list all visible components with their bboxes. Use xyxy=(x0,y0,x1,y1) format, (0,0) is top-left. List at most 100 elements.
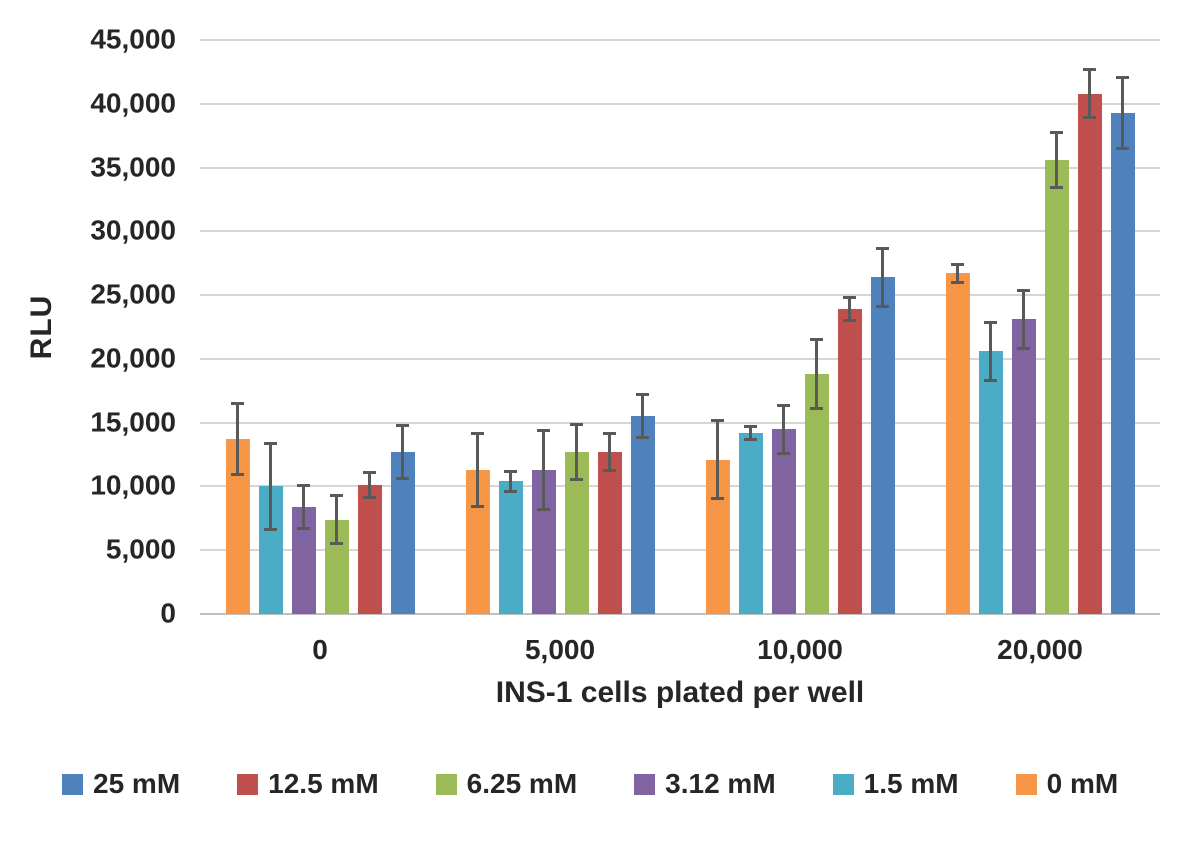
y-tick-label: 35,000 xyxy=(90,150,176,182)
bar xyxy=(357,485,382,614)
y-tick-label: 25,000 xyxy=(90,278,176,310)
legend-item: 12.5 mM xyxy=(237,768,379,800)
legend-item: 1.5 mM xyxy=(832,768,959,800)
error-bar-cap xyxy=(843,318,856,322)
error-bar-cap xyxy=(984,378,997,382)
bar xyxy=(630,416,655,614)
error-bar xyxy=(1083,68,1096,120)
y-tick-label: 45,000 xyxy=(90,23,176,55)
error-bar xyxy=(951,263,964,284)
legend-label: 0 mM xyxy=(1046,768,1119,799)
gridline xyxy=(200,485,1160,488)
legend-item: 6.25 mM xyxy=(435,768,577,800)
legend-item: 25 mM xyxy=(62,768,180,800)
error-bar-cap xyxy=(744,437,757,441)
error-bar xyxy=(231,402,244,477)
error-bar-cap xyxy=(570,478,583,482)
y-tick-label: 20,000 xyxy=(90,342,176,374)
gridline xyxy=(200,549,1160,552)
error-bar-cap xyxy=(504,489,517,493)
gridline xyxy=(200,230,1160,233)
error-bar xyxy=(570,422,583,482)
x-axis-line xyxy=(200,613,1160,615)
error-bar-cap xyxy=(297,526,310,530)
bar xyxy=(1077,93,1102,614)
error-bar-stem xyxy=(1088,68,1091,120)
legend-label: 3.12 mM xyxy=(665,768,776,799)
bar xyxy=(945,273,970,614)
bar xyxy=(1044,159,1069,614)
error-bar-cap xyxy=(396,477,409,481)
error-bar xyxy=(1116,75,1129,150)
legend-label: 1.5 mM xyxy=(863,768,959,799)
y-tick-label: 15,000 xyxy=(90,406,176,438)
legend-swatch xyxy=(237,773,259,795)
error-bar-stem xyxy=(749,425,752,441)
bar xyxy=(597,452,622,614)
error-bar xyxy=(471,431,484,509)
error-bar-cap xyxy=(603,469,616,473)
legend-label: 12.5 mM xyxy=(268,768,379,799)
bar xyxy=(771,429,796,614)
error-bar-cap xyxy=(537,507,550,511)
gridline xyxy=(200,166,1160,169)
legend-item: 3.12 mM xyxy=(634,768,776,800)
error-bar-cap xyxy=(231,473,244,477)
bar xyxy=(870,277,895,614)
y-tick-label: 5,000 xyxy=(105,533,176,565)
legend: 25 mM 12.5 mM 6.25 mM 3.12 mM 1.5 mM 0 mM xyxy=(62,768,1162,800)
error-bar-stem xyxy=(476,431,479,509)
legend-swatch xyxy=(1015,773,1037,795)
error-bar-stem xyxy=(815,338,818,410)
error-bar xyxy=(636,393,649,440)
error-bar xyxy=(843,296,856,322)
gridline xyxy=(200,294,1160,297)
bar xyxy=(1110,112,1135,614)
error-bar xyxy=(810,338,823,410)
y-tick-label: 30,000 xyxy=(90,214,176,246)
error-bar xyxy=(396,423,409,481)
error-bar-cap xyxy=(876,304,889,308)
error-bar xyxy=(297,483,310,530)
error-bar xyxy=(264,441,277,532)
error-bar-cap xyxy=(1017,346,1030,350)
y-axis-tick-labels: 45,000 40,000 35,000 30,000 25,000 20,000 15,0… xyxy=(0,23,176,628)
error-bar-stem xyxy=(509,469,512,493)
error-bar-stem xyxy=(716,418,719,501)
error-bar-stem xyxy=(401,423,404,481)
error-bar-stem xyxy=(1055,130,1058,190)
error-bar-cap xyxy=(1083,116,1096,120)
error-bar xyxy=(1050,130,1063,190)
plot-area xyxy=(200,39,1160,615)
gridline xyxy=(200,421,1160,424)
error-bar-cap xyxy=(471,505,484,509)
error-bar-stem xyxy=(848,296,851,322)
error-bar-stem xyxy=(641,393,644,440)
error-bar-stem xyxy=(881,246,884,308)
legend-swatch xyxy=(634,773,656,795)
x-axis-title: INS-1 cells plated per well xyxy=(495,676,865,709)
error-bar-cap xyxy=(1050,186,1063,190)
error-bar-cap xyxy=(330,542,343,546)
error-bar-cap xyxy=(711,497,724,501)
error-bar xyxy=(603,431,616,473)
bar xyxy=(498,481,523,614)
error-bar-cap xyxy=(1116,146,1129,150)
error-bar xyxy=(744,425,757,441)
error-bar-stem xyxy=(368,471,371,500)
error-bar-cap xyxy=(777,451,790,455)
error-bar-stem xyxy=(575,422,578,482)
error-bar xyxy=(363,471,376,500)
error-bar-stem xyxy=(1121,75,1124,150)
error-bar-stem xyxy=(608,431,611,473)
y-tick-label: 0 xyxy=(160,597,176,629)
error-bar-stem xyxy=(989,320,992,382)
gridline xyxy=(200,357,1160,360)
legend-swatch xyxy=(832,773,854,795)
error-bar-cap xyxy=(363,496,376,500)
error-bar-stem xyxy=(269,441,272,532)
x-tick-label: 20,000 xyxy=(997,634,1083,665)
bar xyxy=(978,351,1003,614)
gridline xyxy=(200,102,1160,105)
